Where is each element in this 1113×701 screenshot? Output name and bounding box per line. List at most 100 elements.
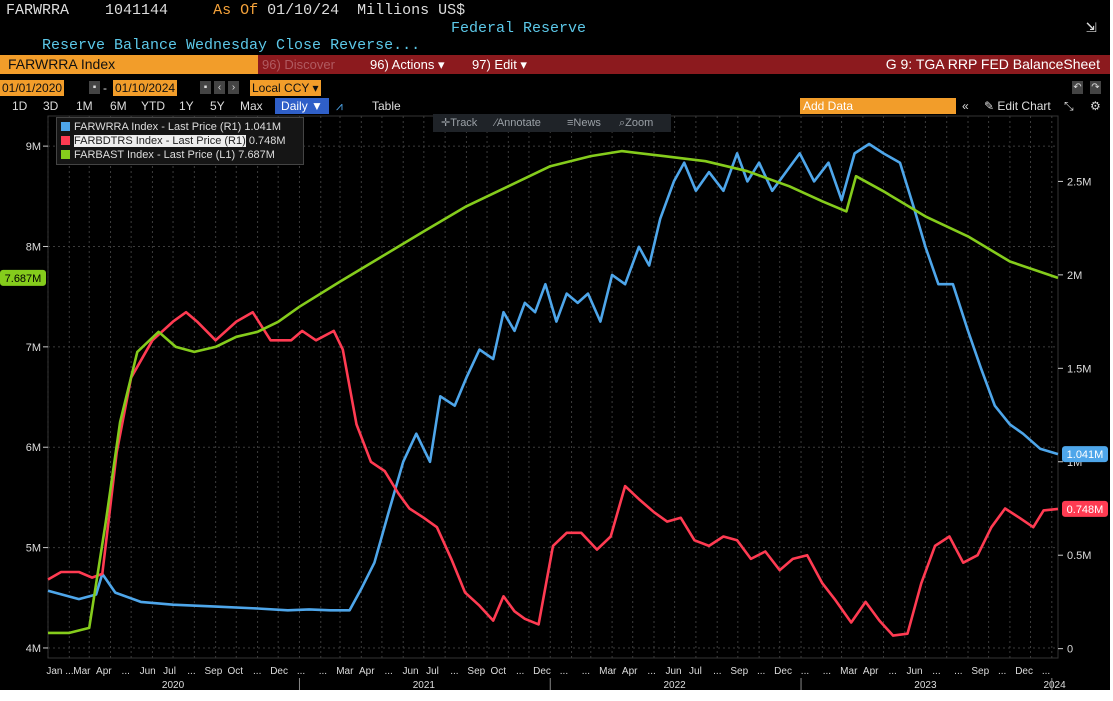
series-line-2 [48,149,1059,635]
discover-menu[interactable]: 96) Discover [262,57,335,72]
left-axis-tick-label: 8M [26,241,41,253]
chart-tools: ✛ Track ⁄ Annotate ≡ News ⌕ Zoom [433,114,671,132]
right-axis-tick-label: 1.5M [1067,363,1091,375]
actions-menu[interactable]: 96) Actions ▾ [370,57,445,72]
year-label: 2020 [162,680,185,690]
chart-type-icon[interactable]: ⩘ [336,99,343,113]
left-axis-tick-label: 6M [26,442,41,454]
currency-select[interactable]: Local CCY ▾ [250,80,321,96]
collapse-icon[interactable]: « [962,99,969,113]
period-1y[interactable]: 1Y [179,99,194,113]
right-axis-tick-label: 0.5M [1067,550,1091,562]
right-axis-tick-label: 0 [1067,644,1073,656]
actions-label: 96) Actions [370,57,435,72]
source: Federal Reserve [451,20,587,37]
period-3d[interactable]: 3D [43,99,59,113]
end-calendar-icon[interactable]: ▪ [200,81,211,94]
x-axis-tick-label: ... [888,666,896,677]
layout-icon[interactable]: ⤡ [1064,99,1074,113]
x-axis-tick-label: Jun [140,666,156,677]
redo-icon[interactable]: ↷ [1090,81,1101,94]
x-axis-tick-label: Jun [665,666,681,677]
x-axis-tick-label: Dec [533,666,551,677]
x-axis-tick-label: Jul [426,666,439,677]
annotate-label: Annotate [496,117,541,129]
period-1m[interactable]: 1M [76,99,93,113]
gear-icon[interactable]: ⚙ [1090,99,1101,113]
period-1d[interactable]: 1D [12,99,28,113]
x-axis-tick-label: Sep [730,666,748,677]
x-axis-tick-label: ... [297,666,305,677]
zoom-tool[interactable]: ⌕ Zoom [619,114,653,132]
start-calendar-icon[interactable]: ▪ [89,81,100,94]
period-max[interactable]: Max [240,99,263,113]
legend-value: 7.687M [238,149,275,161]
x-axis-tick-label: Mar [336,666,354,677]
track-label: Track [450,117,478,129]
frequency-select[interactable]: Daily ▼ [275,98,329,114]
legend-swatch [61,150,70,159]
x-axis-tick-label: Apr [359,666,375,677]
x-axis-tick-label: Sep [467,666,485,677]
period-6m[interactable]: 6M [110,99,127,113]
news-tool[interactable]: ≡ News [567,114,601,132]
left-axis-tick-label: 5M [26,543,41,555]
ticker: FARWRRA [6,2,70,19]
x-axis-tick-label: ... [122,666,130,677]
x-axis-tick-label: Oct [228,666,244,677]
table-button[interactable]: Table [372,99,401,113]
end-date-field[interactable]: 01/10/2024 [113,80,178,96]
x-axis-tick-label: Jun [403,666,419,677]
x-axis-tick-label: Sep [204,666,222,677]
annotate-tool[interactable]: ⁄ Annotate [495,114,541,132]
right-axis-tick-label: 2.5M [1067,176,1091,188]
as-of-label: As Of [213,2,259,19]
command-bar: FARWRRA Index 96) Discover 96) Actions ▾… [0,55,1110,74]
x-axis-tick-label: Dec [270,666,288,677]
track-tool[interactable]: ✛ Track [441,114,477,132]
ticker-value: 1041144 [105,2,169,19]
legend-swatch [61,122,70,131]
legend-value: 0.748M [248,135,286,147]
edit-chart-button[interactable]: ✎ Edit Chart [984,99,1051,113]
legend-label: FARBDTRS Index - Last Price (R1) [74,135,246,147]
x-axis-tick-label: Oct [490,666,506,677]
x-axis-tick-label: Sep [971,666,989,677]
x-axis-tick-label: ... [823,666,831,677]
zoom-label: Zoom [625,117,654,129]
units: Millions US$ [357,2,466,19]
year-label: 2021 [413,680,436,690]
plot-area [47,115,1059,659]
last-value-label: 1.041M [1067,449,1104,461]
index-name[interactable]: FARWRRA Index [0,55,258,74]
legend-item[interactable]: FARWRRA Index - Last Price (R1) 1.041M [61,120,281,134]
legend-swatch [61,136,70,145]
dock-icon[interactable]: ⇲ [1086,18,1097,38]
undo-icon[interactable]: ↶ [1072,81,1083,94]
x-axis-tick-label: Dec [774,666,792,677]
currency-label: Local CCY [252,81,310,95]
description: Reserve Balance Wednesday Close Reverse.… [42,37,421,54]
edit-menu[interactable]: 97) Edit ▾ [472,57,527,72]
add-data-input[interactable]: Add Data [800,98,956,114]
x-axis-tick-label: ... [954,666,962,677]
x-axis-tick-label: Jun [906,666,922,677]
left-axis-tick-label: 7M [26,342,41,354]
legend-item[interactable]: FARBDTRS Index - Last Price (R1) 0.748M [61,134,286,148]
year-label: 2023 [914,680,937,690]
period-5y[interactable]: 5Y [210,99,225,113]
last-value-label: 7.687M [5,273,42,285]
x-axis-tick-label: Apr [863,666,879,677]
x-axis-tick-label: ... [713,666,721,677]
next-arrow-icon[interactable]: › [228,81,239,94]
period-ytd[interactable]: YTD [141,99,165,113]
x-axis-tick-label: Mar [599,666,617,677]
legend-item[interactable]: FARBAST Index - Last Price (L1) 7.687M [61,148,275,162]
period-bar: 1D 3D 1M 6M YTD 1Y 5Y Max Daily ▼ ⩘ Tabl… [0,98,1110,114]
x-axis-tick-label: Jan ... [46,666,73,677]
x-axis-tick-label: ... [187,666,195,677]
date-separator: - [103,81,107,95]
prev-arrow-icon[interactable]: ‹ [214,81,225,94]
start-date-field[interactable]: 01/01/2020 [0,80,65,96]
series-line-1 [47,310,1059,637]
